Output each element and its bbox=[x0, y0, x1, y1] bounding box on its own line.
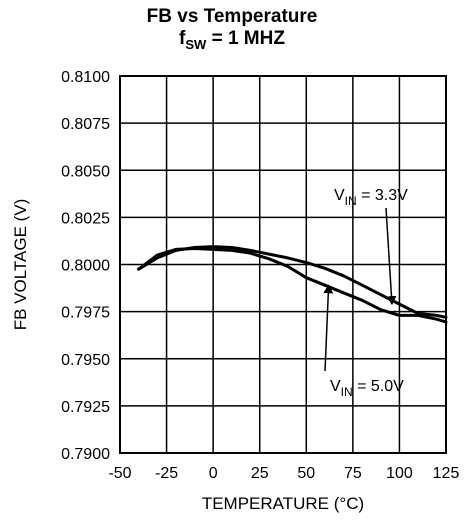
y-tick-label: 0.7925 bbox=[61, 399, 110, 416]
y-axis-label: FB VOLTAGE (V) bbox=[11, 199, 30, 331]
series-annotation-2: VIN = 5.0V bbox=[330, 378, 404, 399]
y-tick-label: 0.8100 bbox=[61, 69, 110, 86]
y-tick-label: 0.8075 bbox=[61, 116, 110, 133]
x-axis-label: TEMPERATURE (°C) bbox=[202, 494, 364, 513]
x-tick-label: -25 bbox=[155, 465, 178, 482]
chart-title: FB vs Temperature bbox=[146, 6, 318, 27]
series-line-2 bbox=[137, 247, 448, 324]
x-tick-label: -50 bbox=[108, 465, 131, 482]
y-tick-label: 0.8025 bbox=[61, 210, 110, 227]
y-tick-label: 0.8050 bbox=[61, 163, 110, 180]
annotation-arrow-1 bbox=[385, 207, 397, 306]
x-tick-label: 75 bbox=[344, 465, 362, 482]
annotation-arrow-2 bbox=[323, 284, 334, 372]
y-tick-label: 0.7975 bbox=[61, 305, 110, 322]
x-tick-label: 25 bbox=[251, 465, 269, 482]
x-tick-label: 50 bbox=[297, 465, 315, 482]
y-tick-label: 0.7900 bbox=[61, 446, 110, 463]
x-tick-label: 0 bbox=[209, 465, 218, 482]
x-tick-label: 100 bbox=[386, 465, 413, 482]
y-tick-label: 0.8000 bbox=[61, 258, 110, 275]
y-tick-label: 0.7950 bbox=[61, 352, 110, 369]
series-annotation-1: VIN = 3.3V bbox=[334, 187, 408, 208]
x-tick-label: 125 bbox=[433, 465, 460, 482]
plot-frame bbox=[119, 75, 447, 454]
chart-subtitle: fSW = 1 MHZ bbox=[179, 28, 285, 52]
